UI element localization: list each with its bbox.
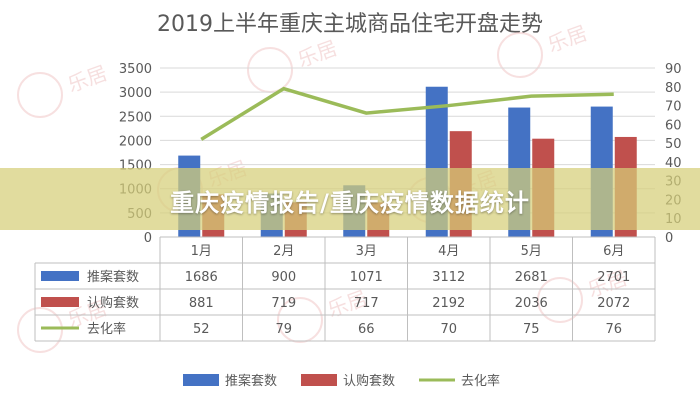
legend-key xyxy=(183,374,219,386)
y2-tick-label: 40 xyxy=(665,156,682,171)
y-tick-label: 2000 xyxy=(119,134,152,149)
table-cell-value: 719 xyxy=(271,296,296,311)
table-cell-value: 3112 xyxy=(432,270,465,285)
table-cell-value: 2192 xyxy=(432,296,465,311)
x-tick-label: 1月 xyxy=(191,244,212,259)
table-legend-key xyxy=(41,271,79,281)
y2-tick-label: 90 xyxy=(665,62,682,77)
x-tick-label: 5月 xyxy=(521,244,542,259)
table-cell-value: 2036 xyxy=(515,296,548,311)
table-series-label: 推案套数 xyxy=(87,269,139,285)
legend-label: 去化率 xyxy=(461,373,500,389)
y2-tick-label: 60 xyxy=(665,118,682,133)
overlay-banner xyxy=(0,168,700,230)
table-cell-value: 79 xyxy=(275,322,292,337)
table-legend-key xyxy=(41,297,79,307)
overlay-banner-text: 重庆疫情报告/重庆疫情数据统计 xyxy=(170,189,530,217)
table-cell-value: 66 xyxy=(358,322,375,337)
table-cell-value: 52 xyxy=(193,322,210,337)
y-tick-label: 3000 xyxy=(119,86,152,101)
table-cell-value: 717 xyxy=(354,296,379,311)
y2-tick-label: 0 xyxy=(665,231,673,246)
x-tick-label: 2月 xyxy=(273,244,294,259)
watermark-logo-icon xyxy=(17,72,63,118)
table-cell-value: 881 xyxy=(189,296,214,311)
y-tick-label: 0 xyxy=(144,231,152,246)
chart-title: 2019上半年重庆主城商品住宅开盘走势 xyxy=(157,12,543,37)
watermark-logo-icon xyxy=(497,32,543,78)
watermark-text: 乐居 xyxy=(64,61,110,97)
y2-tick-label: 70 xyxy=(665,100,682,115)
table-cell-value: 70 xyxy=(440,322,457,337)
table-cell-value: 900 xyxy=(271,270,296,285)
y2-tick-label: 80 xyxy=(665,81,682,96)
watermark-logo-icon xyxy=(247,47,293,93)
table-cell-value: 76 xyxy=(605,322,622,337)
y-tick-label: 2500 xyxy=(119,110,152,125)
watermark-logo-icon xyxy=(277,297,323,343)
x-tick-label: 3月 xyxy=(356,244,377,259)
y-tick-label: 3500 xyxy=(119,62,152,77)
table-cell-value: 2681 xyxy=(515,270,548,285)
watermark-logo-icon xyxy=(537,277,583,323)
table-cell-value: 1071 xyxy=(350,270,383,285)
x-tick-label: 4月 xyxy=(438,244,459,259)
table-series-label: 认购套数 xyxy=(87,295,139,311)
table-cell-value: 2701 xyxy=(597,270,630,285)
legend-label: 认购套数 xyxy=(343,373,395,389)
table-series-label: 去化率 xyxy=(87,321,126,337)
legend-key xyxy=(301,374,337,386)
watermark-text: 乐居 xyxy=(544,21,590,57)
watermark-text: 乐居 xyxy=(294,36,340,72)
watermark-logo-icon xyxy=(17,307,63,353)
table-cell-value: 1686 xyxy=(185,270,218,285)
legend-label: 推案套数 xyxy=(225,373,277,389)
y2-tick-label: 50 xyxy=(665,137,682,152)
table-cell-value: 75 xyxy=(523,322,540,337)
x-tick-label: 6月 xyxy=(603,244,624,259)
table-cell-value: 2072 xyxy=(597,296,630,311)
line-absorption-rate xyxy=(200,86,614,141)
